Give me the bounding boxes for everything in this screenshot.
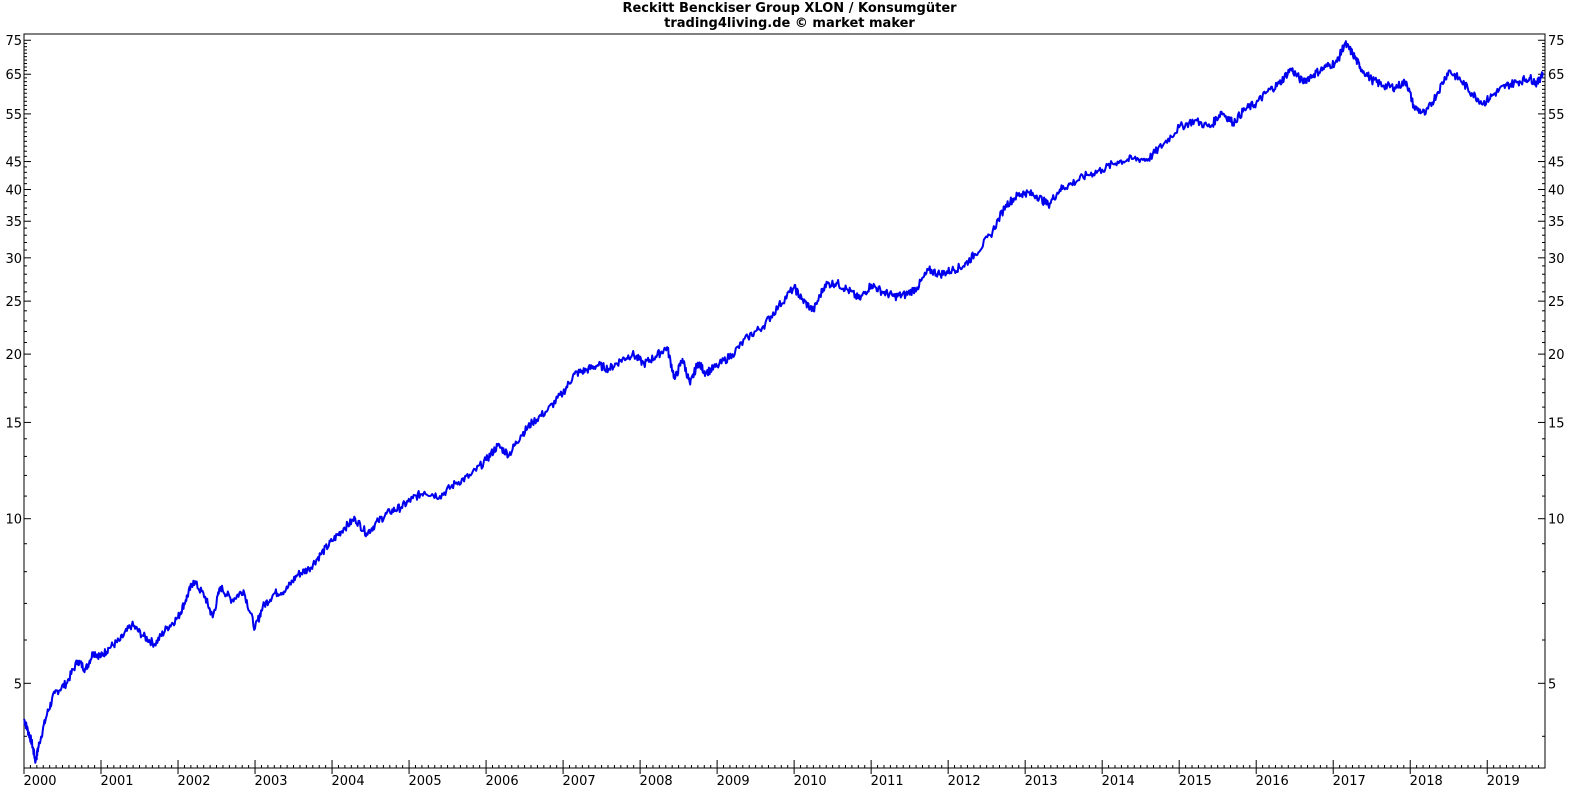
y-tick-label-right: 35 xyxy=(1548,215,1565,230)
y-tick-label-right: 45 xyxy=(1548,156,1565,171)
x-tick-label: 2018 xyxy=(1410,774,1443,789)
y-tick-label-right: 75 xyxy=(1548,34,1565,49)
y-tick-label-right: 65 xyxy=(1548,68,1565,83)
y-tick-label-left: 5 xyxy=(14,677,22,692)
x-tick-label: 2004 xyxy=(332,774,365,789)
chart-title: Reckitt Benckiser Group XLON / Konsumgüt… xyxy=(622,1,957,16)
y-tick-label-right: 15 xyxy=(1548,416,1565,431)
x-tick-label: 2007 xyxy=(563,774,596,789)
y-tick-label-right: 20 xyxy=(1548,348,1565,363)
x-tick-label: 2006 xyxy=(486,774,519,789)
series-group xyxy=(23,40,1544,764)
x-tick-label: 2017 xyxy=(1333,774,1366,789)
x-tick-label: 2005 xyxy=(409,774,442,789)
y-tick-label-right: 25 xyxy=(1548,295,1565,310)
x-tick-label: 2014 xyxy=(1102,774,1135,789)
y-tick-label-right: 40 xyxy=(1548,184,1565,199)
x-axis: 2000 2001 2002 2003 2004 2005 2006 2007 2008 2009… xyxy=(23,760,1546,789)
y-tick-label-left: 75 xyxy=(5,34,22,49)
y-tick-label-left: 20 xyxy=(5,348,22,363)
x-tick-label: 2019 xyxy=(1487,774,1520,789)
y-axis-left: 5 10 15 20 25 30 35 40 45 55 65 75 xyxy=(5,34,31,737)
y-axis-right: 5 10 15 20 25 30 35 40 45 55 65 75 xyxy=(1538,34,1565,737)
x-tick-label: 2016 xyxy=(1256,774,1289,789)
y-tick-label-right: 10 xyxy=(1548,513,1565,528)
plot-area-frame xyxy=(23,33,1546,769)
y-tick-label-left: 30 xyxy=(5,252,22,267)
x-tick-label: 2001 xyxy=(100,774,133,789)
x-tick-label: 2009 xyxy=(717,774,750,789)
y-tick-label-left: 35 xyxy=(5,215,22,230)
y-tick-label-left: 10 xyxy=(5,513,22,528)
x-tick-label: 2000 xyxy=(23,774,56,789)
x-tick-label: 2003 xyxy=(254,774,287,789)
y-tick-label-left: 15 xyxy=(5,416,22,431)
y-tick-label-left: 25 xyxy=(5,295,22,310)
y-tick-label-right: 5 xyxy=(1548,677,1556,692)
y-tick-label-left: 65 xyxy=(5,68,22,83)
y-tick-label-left: 40 xyxy=(5,184,22,199)
x-tick-label: 2012 xyxy=(948,774,981,789)
y-tick-label-right: 55 xyxy=(1548,108,1565,123)
x-tick-label: 2013 xyxy=(1025,774,1058,789)
y-tick-label-left: 45 xyxy=(5,156,22,171)
x-tick-label: 2011 xyxy=(871,774,904,789)
price-line xyxy=(23,40,1544,764)
x-tick-label: 2008 xyxy=(640,774,673,789)
y-tick-label-left: 55 xyxy=(5,108,22,123)
y-tick-label-right: 30 xyxy=(1548,252,1565,267)
chart-subtitle: trading4living.de © market maker xyxy=(664,16,915,31)
x-tick-label: 2002 xyxy=(177,774,210,789)
x-tick-label: 2010 xyxy=(794,774,827,789)
x-tick-label: 2015 xyxy=(1179,774,1212,789)
